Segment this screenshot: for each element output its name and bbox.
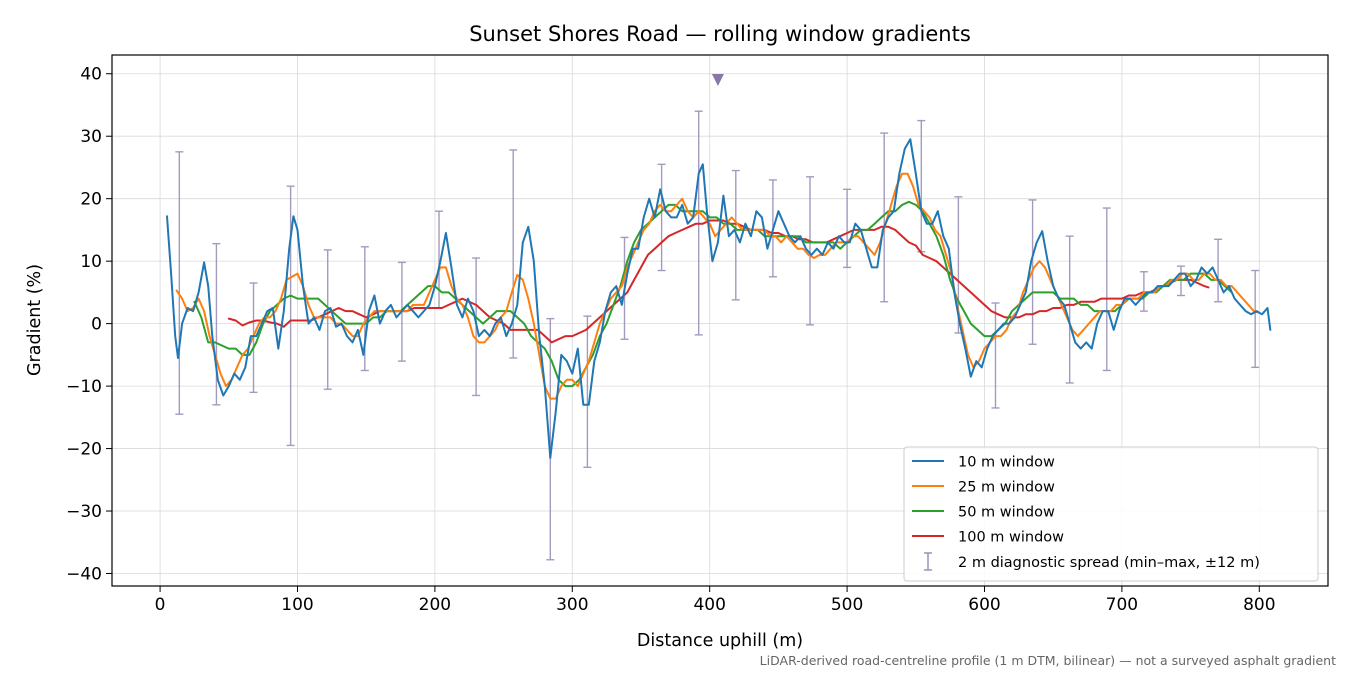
legend-label-50m: 50 m window: [958, 505, 1055, 521]
chart-title: Sunset Shores Road — rolling window grad…: [469, 22, 971, 46]
spread-bar: [286, 185, 295, 447]
y-tick-label: 30: [80, 127, 102, 147]
spread-bar: [657, 163, 666, 272]
y-tick-label: 40: [80, 65, 102, 85]
series-lines: [166, 138, 1272, 459]
spread-bar: [323, 249, 332, 390]
series-line-25-m-window: [175, 172, 1259, 400]
x-tick-label: 600: [968, 595, 1000, 615]
y-tick-label: 0: [91, 315, 102, 335]
legend-swatch-spread: [924, 552, 932, 571]
x-tick-label: 800: [1243, 595, 1275, 615]
x-tick-label: 500: [831, 595, 863, 615]
y-tick-label: −30: [66, 502, 102, 522]
spread-bar: [1102, 207, 1111, 372]
y-tick-label: −40: [66, 565, 102, 585]
plot-frame: [111, 54, 1329, 587]
x-tick-label: 700: [1106, 595, 1138, 615]
y-tick-label: −10: [66, 377, 102, 397]
x-tick-label: 0: [155, 595, 166, 615]
y-axis-title: Gradient (%): [25, 264, 45, 376]
y-tick-label: −20: [66, 440, 102, 460]
spread-bar: [212, 242, 221, 406]
spread-bar: [583, 315, 592, 469]
y-tick-label: 10: [80, 252, 102, 272]
x-axis-ticks: 0 100 200 300 400 500 600 700 800: [155, 586, 1276, 615]
legend-label-25m: 25 m window: [958, 480, 1055, 496]
x-tick-label: 200: [419, 595, 451, 615]
spread-bar: [1251, 269, 1260, 369]
legend-label-100m: 100 m window: [958, 530, 1064, 546]
spread-bar: [843, 188, 852, 269]
legend-label-spread: 2 m diagnostic spread (min–max, ±12 m): [958, 555, 1260, 571]
series-line-10-m-window: [166, 138, 1272, 459]
y-axis-ticks: −40 −30 −20 −10 0 10 20 30 40: [66, 65, 112, 585]
spread-bar: [1065, 235, 1074, 384]
x-tick-label: 400: [693, 595, 725, 615]
x-axis-title: Distance uphill (m): [637, 631, 803, 651]
spread-bar: [991, 302, 1000, 409]
peak-marker: [711, 73, 724, 86]
legend: 10 m window 25 m window 50 m window 100 …: [903, 446, 1319, 582]
footnote: LiDAR-derived road-centreline profile (1…: [760, 653, 1336, 668]
legend-label-10m: 10 m window: [958, 455, 1055, 471]
spread-bar: [175, 151, 184, 415]
spread-bar: [880, 132, 889, 303]
legend-box: [903, 446, 1319, 582]
spread-bar: [1214, 238, 1223, 303]
spread-bar: [805, 176, 814, 326]
y-tick-label: 20: [80, 190, 102, 210]
marker-layer: [711, 73, 724, 86]
x-tick-label: 100: [281, 595, 313, 615]
spread-bar: [509, 149, 518, 359]
x-tick-label: 300: [556, 595, 588, 615]
